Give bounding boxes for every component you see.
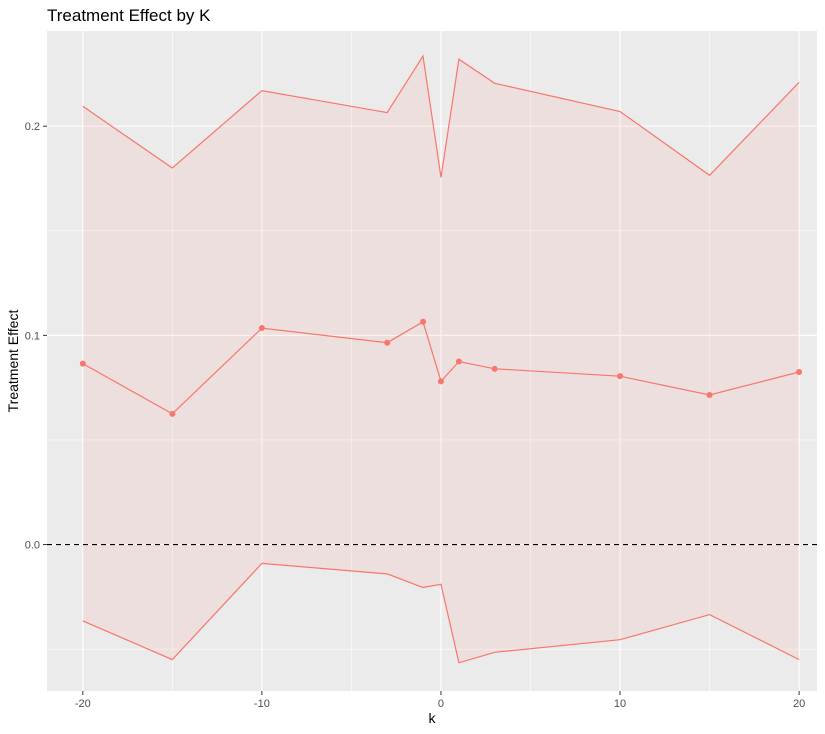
plot-panel [47, 31, 817, 691]
x-tick-label: 0 [438, 698, 444, 710]
estimate-point [420, 318, 427, 325]
major-gridlines [47, 31, 817, 691]
estimate-point [796, 368, 803, 375]
lower-bound-line [82, 562, 800, 664]
estimate-points [79, 318, 803, 417]
estimate-point [258, 325, 265, 332]
y-axis-ticks: 0.0 0.1 0.2 [25, 121, 47, 552]
estimate-point [617, 373, 624, 380]
estimate-point [455, 358, 462, 365]
minor-gridlines [47, 31, 817, 691]
x-axis-title: k [429, 710, 437, 726]
chart-title: Treatment Effect by K [47, 6, 211, 25]
confidence-ribbon [82, 56, 800, 663]
y-axis-title: Treatment Effect [5, 310, 21, 413]
estimate-point [706, 391, 713, 398]
x-axis-ticks: -20 -10 0 10 20 [75, 691, 805, 710]
estimate-point [437, 378, 444, 385]
estimate-point [169, 410, 176, 417]
estimate-point [491, 365, 498, 372]
estimate-point [79, 360, 86, 367]
x-tick-label: 20 [793, 698, 805, 710]
x-tick-label: 10 [614, 698, 626, 710]
x-tick-label: -20 [75, 698, 91, 710]
upper-bound-line [82, 54, 800, 178]
y-tick-label: 0.1 [25, 330, 40, 342]
estimate-point [384, 339, 391, 346]
y-tick-label: 0.2 [25, 121, 40, 133]
y-tick-label: 0.0 [25, 540, 40, 552]
x-tick-label: -10 [254, 698, 270, 710]
